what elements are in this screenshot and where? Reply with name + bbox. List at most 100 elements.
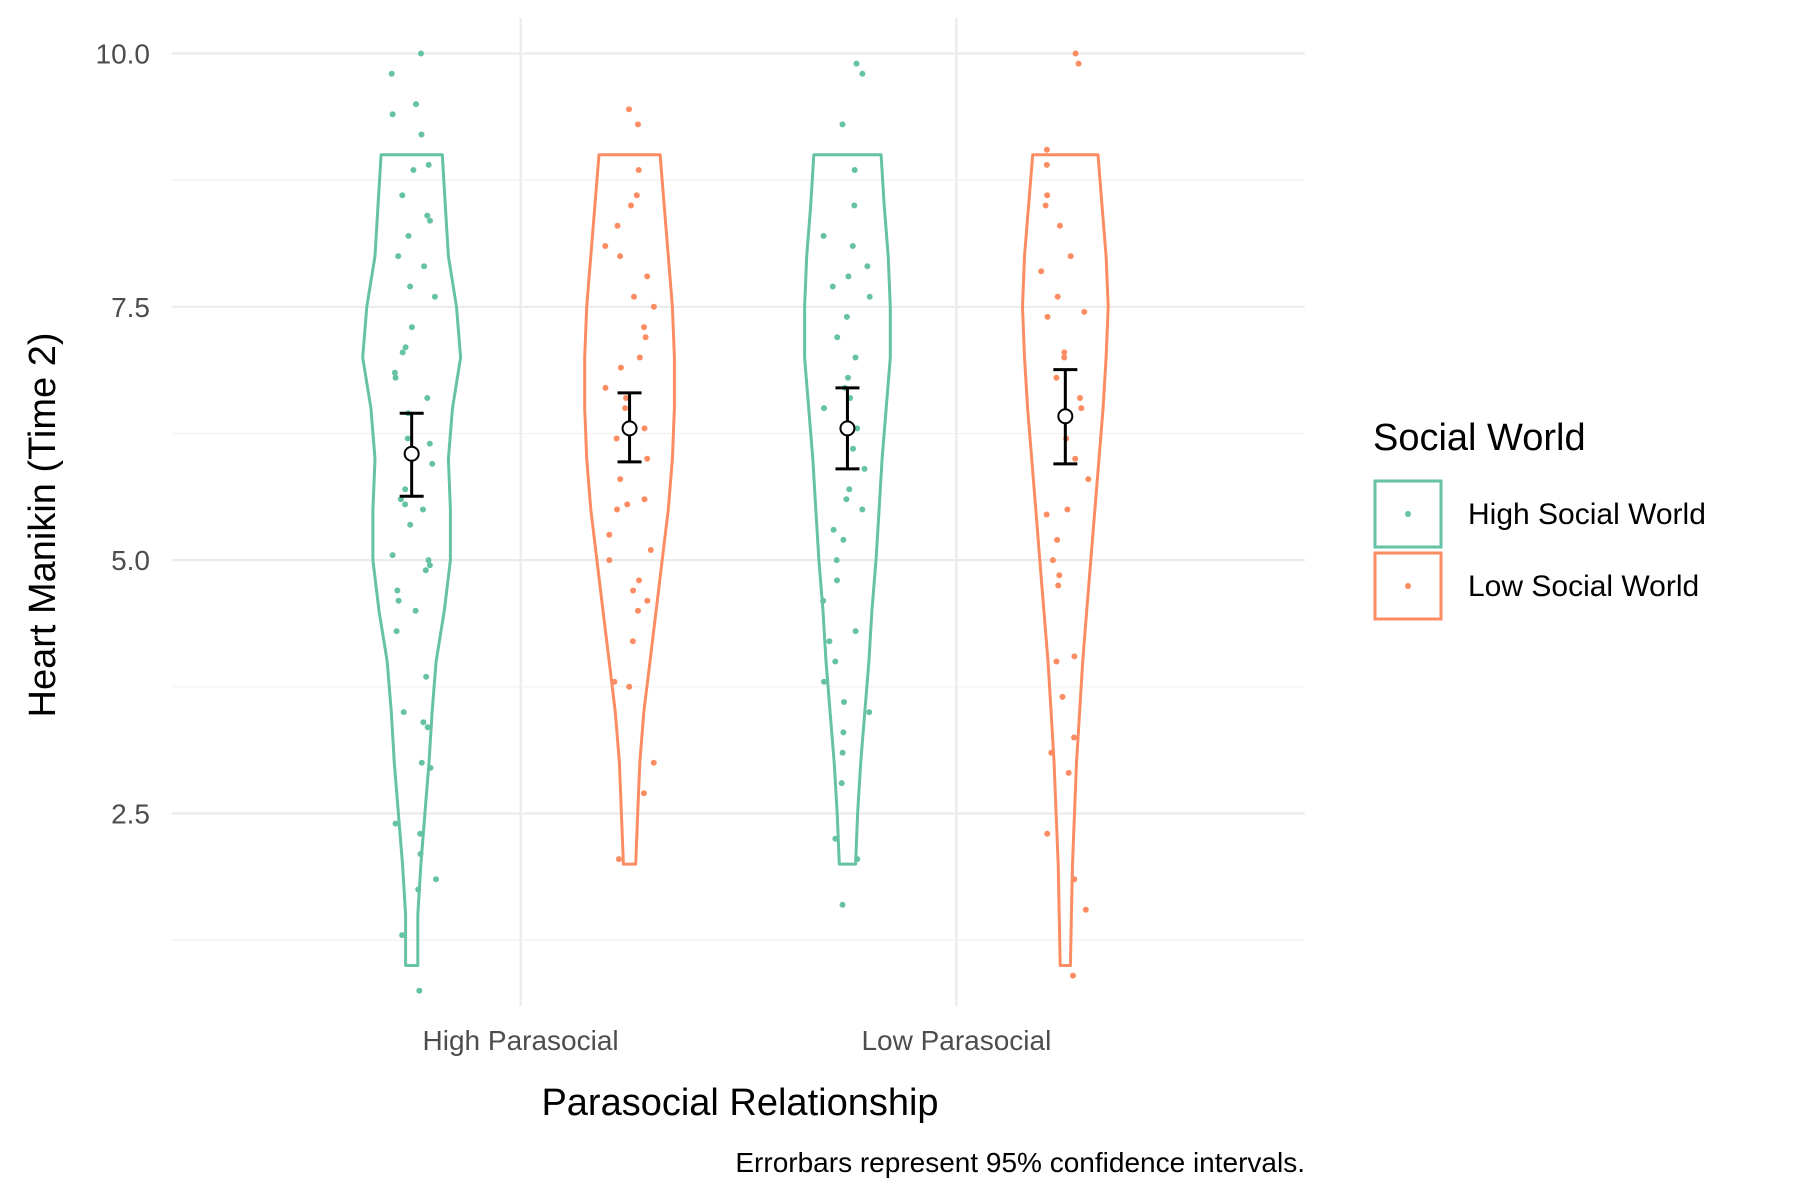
data-point (622, 405, 629, 412)
data-point (399, 192, 406, 199)
data-point (851, 167, 858, 173)
data-point (628, 202, 634, 209)
data-point (820, 597, 827, 604)
y-axis-title: Heart Manikin (Time 2) (22, 332, 64, 717)
data-point (1056, 222, 1063, 229)
data-point (830, 526, 837, 533)
violin-outline (803, 153, 892, 866)
data-point (845, 273, 852, 280)
mean-marker (621, 420, 638, 437)
data-point (626, 106, 632, 113)
data-point (408, 324, 415, 331)
data-point (614, 506, 620, 513)
data-point (425, 161, 432, 168)
data-point (850, 445, 856, 452)
x-tick-label: Low Parasocial (861, 1025, 1051, 1056)
legend-label-high-social-world: High Social World (1468, 498, 1706, 531)
data-point (1064, 506, 1071, 513)
jitter-points (388, 50, 1092, 994)
data-point (629, 638, 636, 645)
data-point (633, 192, 640, 199)
data-point (1054, 293, 1061, 300)
data-point (846, 486, 853, 493)
data-point (840, 729, 847, 736)
data-point (641, 324, 647, 331)
data-point (1049, 557, 1056, 564)
data-point (849, 243, 856, 249)
legend-key-dot-low-social-world (1405, 583, 1411, 589)
data-point (399, 932, 406, 939)
data-point (631, 293, 637, 300)
data-point (402, 344, 409, 351)
data-point (635, 167, 642, 173)
mean-marker (1057, 408, 1074, 425)
data-point (826, 638, 833, 645)
data-point (427, 764, 434, 771)
data-point (866, 293, 873, 300)
y-tick-label: 5.0 (111, 545, 150, 576)
violins (361, 153, 1110, 967)
y-tick-labels: 2.5 5.0 7.5 10.0 (96, 38, 151, 829)
data-point (821, 678, 827, 685)
data-point (1072, 455, 1079, 462)
data-point (833, 557, 840, 564)
data-point (854, 856, 861, 863)
data-point (421, 263, 428, 270)
data-point (617, 476, 624, 483)
data-point (1061, 354, 1068, 361)
data-point (388, 70, 395, 77)
error-bars (399, 368, 1078, 498)
legend-label-low-social-world: Low Social World (1468, 570, 1699, 603)
data-point (1082, 906, 1089, 913)
data-point (431, 293, 438, 300)
data-point (636, 354, 643, 361)
data-point (843, 313, 850, 320)
data-point (854, 425, 861, 432)
data-point (418, 50, 424, 57)
data-point (1078, 405, 1085, 412)
data-point (395, 253, 402, 260)
data-point (611, 678, 618, 685)
data-point (1053, 374, 1060, 381)
data-point (1077, 395, 1083, 401)
data-point (424, 724, 431, 731)
data-point (843, 496, 850, 503)
data-point (426, 562, 433, 569)
data-point (613, 435, 620, 442)
data-point (832, 658, 839, 665)
data-point (1061, 349, 1068, 356)
data-point (1054, 536, 1061, 543)
data-point (1043, 146, 1050, 153)
data-point (1081, 308, 1088, 315)
data-point (623, 395, 630, 401)
data-point (829, 283, 836, 290)
data-point (404, 435, 411, 442)
data-point (615, 856, 622, 863)
data-point (424, 212, 431, 219)
data-point (852, 628, 859, 635)
data-point (636, 577, 642, 584)
legend-item-high-social-world: High Social World (1373, 479, 1706, 549)
legend-item-low-social-world: Low Social World (1373, 551, 1699, 621)
mean-marker (839, 420, 856, 437)
legend-title: Social World (1373, 417, 1586, 459)
data-point (845, 374, 851, 381)
data-point (422, 567, 429, 574)
data-point (839, 121, 846, 128)
data-point (410, 167, 417, 173)
data-point (635, 607, 641, 614)
x-tick-label: High Parasocial (423, 1025, 619, 1056)
data-point (851, 202, 858, 209)
x-tick-labels: High Parasocial Low Parasocial (423, 1025, 1052, 1056)
data-point (392, 374, 399, 381)
violin-outline (361, 153, 463, 967)
data-point (418, 131, 425, 138)
data-point (1043, 161, 1050, 168)
data-point (393, 628, 400, 635)
data-point (839, 749, 846, 756)
data-point (416, 987, 423, 994)
data-point (614, 222, 621, 229)
data-point (424, 395, 431, 401)
data-point (626, 683, 633, 690)
